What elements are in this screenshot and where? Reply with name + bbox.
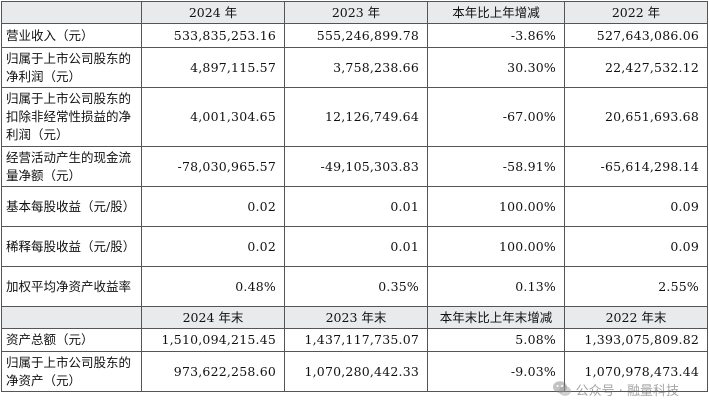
table-row: 加权平均净资产收益率 0.48% 0.35% 0.13% 2.55% (1, 266, 708, 307)
cell-value: 0.48% (141, 266, 285, 307)
cell-value: 533,835,253.16 (141, 23, 285, 48)
cell-value: 4,897,115.57 (141, 47, 285, 88)
table-row: 归属于上市公司股东的净利润（元） 4,897,115.57 3,758,238.… (1, 47, 708, 88)
cell-value: 1,070,280,442.33 (284, 351, 428, 392)
cell-value: 2.55% (564, 266, 708, 307)
cell-value: 1,070,978,473.44 (564, 351, 708, 392)
cell-value: 100.00% (427, 226, 565, 267)
cell-value: 30.30% (427, 47, 565, 88)
row-label: 经营活动产生的现金流量净额（元） (1, 146, 142, 187)
cell-value: 5.08% (427, 328, 565, 352)
cell-value: -9.03% (427, 351, 565, 392)
header-2023-end: 2023 年末 (284, 306, 428, 329)
cell-value: 0.01 (284, 186, 428, 227)
row-label: 归属于上市公司股东的扣除非经常性损益的净利润（元） (1, 87, 142, 147)
cell-value: 100.00% (427, 186, 565, 227)
header-row-end-of-year: 2024 年末 2023 年末 本年末比上年末增减 2022 年末 (1, 306, 708, 329)
cell-value: -3.86% (427, 23, 565, 48)
cell-value: -58.91% (427, 146, 565, 187)
table-row: 归属于上市公司股东的净资产（元） 973,622,258.60 1,070,28… (1, 351, 708, 392)
cell-value: 1,437,117,735.07 (284, 328, 428, 352)
cell-value: 20,651,693.68 (564, 87, 708, 147)
header-2024-end: 2024 年末 (141, 306, 285, 329)
cell-value: 22,427,532.12 (564, 47, 708, 88)
cell-value: 0.09 (564, 186, 708, 227)
cell-value: 0.09 (564, 226, 708, 267)
cell-value: -49,105,303.83 (284, 146, 428, 187)
header-row: 2024 年 2023 年 本年比上年增减 2022 年 (1, 1, 708, 24)
table-row: 营业收入（元） 533,835,253.16 555,246,899.78 -3… (1, 23, 708, 48)
cell-value: 1,510,094,215.45 (141, 328, 285, 352)
table-row: 稀释每股收益（元/股） 0.02 0.01 100.00% 0.09 (1, 226, 708, 267)
cell-value: 12,126,749.64 (284, 87, 428, 147)
cell-value: 0.35% (284, 266, 428, 307)
cell-value: 3,758,238.66 (284, 47, 428, 88)
financial-summary-table: 2024 年 2023 年 本年比上年增减 2022 年 营业收入（元） 533… (1, 1, 708, 392)
header-change-end: 本年末比上年末增减 (427, 306, 565, 329)
table-row: 经营活动产生的现金流量净额（元） -78,030,965.57 -49,105,… (1, 146, 708, 187)
cell-value: 1,393,075,809.82 (564, 328, 708, 352)
header-2023: 2023 年 (284, 1, 428, 24)
cell-value: 527,643,086.06 (564, 23, 708, 48)
header-change: 本年比上年增减 (427, 1, 565, 24)
cell-value: 973,622,258.60 (141, 351, 285, 392)
table-row: 归属于上市公司股东的扣除非经常性损益的净利润（元） 4,001,304.65 1… (1, 87, 708, 147)
row-label: 加权平均净资产收益率 (1, 266, 142, 307)
cell-value: -67.00% (427, 87, 565, 147)
cell-value: 0.13% (427, 266, 565, 307)
header-2022-end: 2022 年末 (564, 306, 708, 329)
cell-value: -78,030,965.57 (141, 146, 285, 187)
row-label: 归属于上市公司股东的净资产（元） (1, 351, 142, 392)
row-label: 基本每股收益（元/股） (1, 186, 142, 227)
row-label: 归属于上市公司股东的净利润（元） (1, 47, 142, 88)
cell-value: 0.02 (141, 186, 285, 227)
row-label: 营业收入（元） (1, 23, 142, 48)
header-2024: 2024 年 (141, 1, 285, 24)
row-label: 稀释每股收益（元/股） (1, 226, 142, 267)
cell-value: 555,246,899.78 (284, 23, 428, 48)
header-corner-cell (1, 1, 142, 24)
cell-value: 0.02 (141, 226, 285, 267)
header-2022: 2022 年 (564, 1, 708, 24)
row-label: 资产总额（元） (1, 328, 142, 352)
header-corner-cell (1, 306, 142, 329)
cell-value: 4,001,304.65 (141, 87, 285, 147)
cell-value: -65,614,298.14 (564, 146, 708, 187)
table-row: 资产总额（元） 1,510,094,215.45 1,437,117,735.0… (1, 328, 708, 352)
table-row: 基本每股收益（元/股） 0.02 0.01 100.00% 0.09 (1, 186, 708, 227)
cell-value: 0.01 (284, 226, 428, 267)
